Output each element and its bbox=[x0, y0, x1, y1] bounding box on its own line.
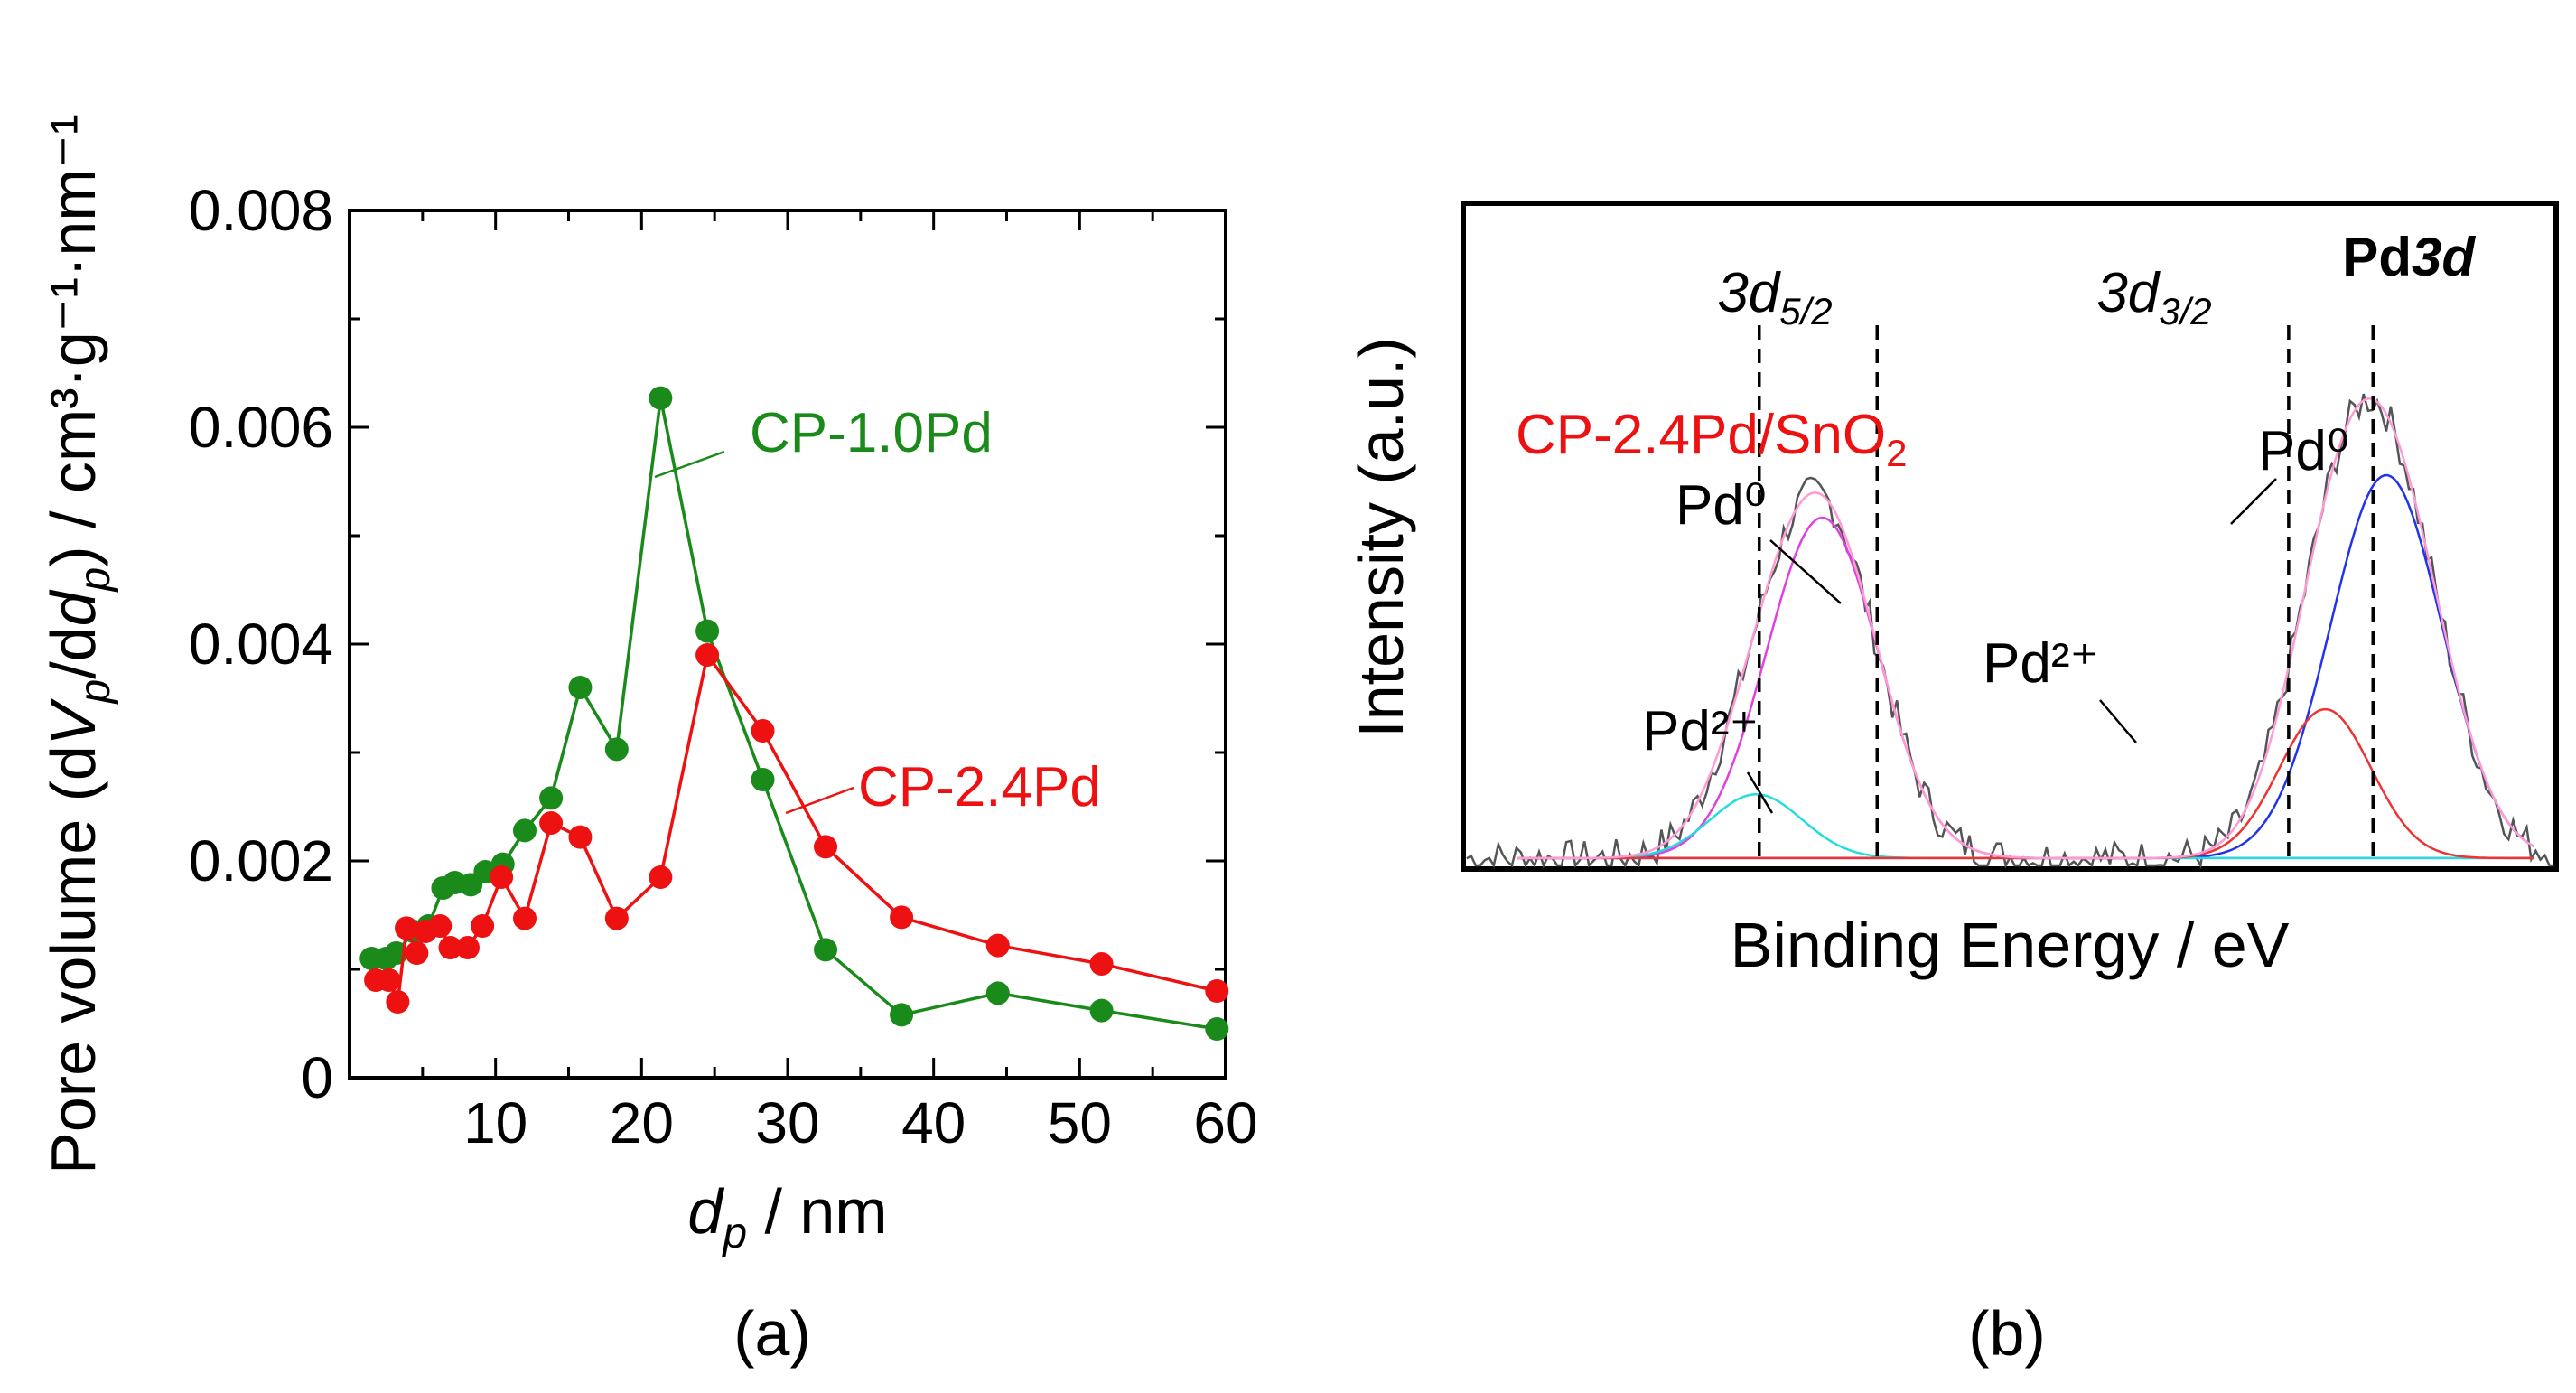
x-tick-label-a: 50 bbox=[1048, 1090, 1112, 1155]
series-label-cp10pd: CP-1.0Pd bbox=[750, 402, 993, 464]
leader-pd2plus-right bbox=[2099, 699, 2137, 743]
data-point bbox=[1205, 1017, 1229, 1041]
y-tick-label-a: 0 bbox=[301, 1045, 333, 1110]
fit-curves bbox=[1517, 397, 2534, 860]
data-point bbox=[405, 941, 429, 965]
tick-labels-a: 10 20 30 40 50 60 0 0.002 0.004 0.006 0.008 bbox=[189, 178, 1258, 1155]
plot-frame-b bbox=[1461, 201, 2559, 872]
data-point bbox=[471, 914, 495, 938]
x-axis-title-a: dp / nm bbox=[687, 1176, 887, 1257]
panel-a-pore-volume-chart: 10 20 30 40 50 60 0 0.002 0.004 0.006 0.008 CP-1.0… bbox=[38, 114, 1258, 1369]
leader-pd2plus-left bbox=[1746, 771, 1774, 814]
series-cp24pd bbox=[364, 643, 1229, 1014]
annotation-pd0-right: Pd⁰ bbox=[2258, 420, 2349, 482]
peak-label-3d32: 3d3/2 bbox=[2096, 262, 2211, 332]
data-point bbox=[751, 768, 775, 791]
panel-label-a: (a) bbox=[733, 1298, 811, 1369]
panel-b-title: Pd3d bbox=[2342, 227, 2476, 287]
data-point bbox=[695, 643, 720, 667]
data-point bbox=[1205, 979, 1229, 1003]
series-label-cp24pd: CP-2.4Pd bbox=[858, 756, 1101, 818]
peak-position-lines bbox=[1758, 325, 2375, 865]
x-tick-label-a: 60 bbox=[1193, 1090, 1257, 1155]
panel-label-b: (b) bbox=[1968, 1298, 2046, 1369]
series-line bbox=[371, 397, 1218, 1031]
data-point bbox=[386, 990, 410, 1014]
x-tick-label-a: 10 bbox=[463, 1090, 527, 1155]
series-cp10pd bbox=[359, 386, 1229, 1041]
y-tick-label-a: 0.008 bbox=[189, 178, 333, 243]
data-point bbox=[455, 936, 480, 959]
plot-frame-a bbox=[348, 209, 1227, 1080]
data-point bbox=[985, 933, 1010, 958]
series-line bbox=[376, 650, 1218, 1008]
data-point bbox=[539, 811, 564, 835]
data-point bbox=[428, 914, 453, 938]
data-point bbox=[604, 906, 629, 930]
peak-label-3d52: 3d5/2 bbox=[1717, 262, 1832, 332]
annotation-pd2plus-left: Pd²⁺ bbox=[1642, 700, 1759, 762]
series-group-a bbox=[359, 386, 1229, 1041]
data-point bbox=[395, 916, 419, 940]
data-point bbox=[568, 676, 593, 699]
y-axis-title-b: Intensity (a.u.) bbox=[1346, 337, 1416, 738]
x-tick-label-a: 20 bbox=[610, 1090, 674, 1155]
y-tick-label-a: 0.004 bbox=[189, 612, 333, 677]
y-tick-label-a: 0.002 bbox=[189, 828, 333, 893]
data-point bbox=[814, 938, 838, 962]
x-tick-label-a: 40 bbox=[901, 1090, 966, 1155]
data-point bbox=[649, 865, 673, 889]
leader-pd0-left bbox=[1769, 539, 1842, 604]
data-point bbox=[1089, 998, 1114, 1023]
x-axis-title-b: Binding Energy / eV bbox=[1731, 910, 2290, 980]
data-point bbox=[604, 737, 629, 762]
panel-b-xps-chart: Pd3d 3d5/2 3d3/2 CP-2.4Pd/SnO2 Pd⁰ Pd²⁺ … bbox=[1346, 201, 2559, 1369]
y-tick-label-a: 0.006 bbox=[189, 395, 333, 460]
leader-cp24pd bbox=[785, 786, 854, 815]
data-point bbox=[377, 968, 401, 992]
data-point bbox=[890, 1003, 914, 1027]
data-point bbox=[985, 981, 1010, 1005]
data-point bbox=[814, 835, 838, 859]
data-point bbox=[513, 818, 537, 843]
data-point bbox=[438, 936, 462, 959]
data-point bbox=[890, 905, 914, 930]
data-point bbox=[568, 825, 593, 849]
leader-pd0-right bbox=[2230, 478, 2277, 525]
fit-curve-envelope bbox=[1517, 397, 2534, 860]
data-point bbox=[751, 719, 775, 743]
sample-label: CP-2.4Pd/SnO2 bbox=[1516, 404, 1907, 474]
data-point bbox=[649, 386, 673, 410]
data-point bbox=[539, 786, 564, 810]
annotation-pd0-left: Pd⁰ bbox=[1675, 474, 1767, 537]
axis-ticks-a bbox=[350, 209, 1227, 1080]
data-point bbox=[695, 619, 720, 643]
x-tick-label-a: 30 bbox=[755, 1090, 819, 1155]
data-point bbox=[490, 865, 514, 889]
y-axis-title-a: Pore volume (dVp/ddp) / cm³·g⁻¹·nm⁻¹ bbox=[38, 114, 119, 1174]
annotation-pd2plus-right: Pd²⁺ bbox=[1983, 632, 2099, 695]
leader-cp10pd bbox=[654, 450, 725, 479]
data-point bbox=[1089, 952, 1114, 976]
data-point bbox=[513, 906, 537, 930]
